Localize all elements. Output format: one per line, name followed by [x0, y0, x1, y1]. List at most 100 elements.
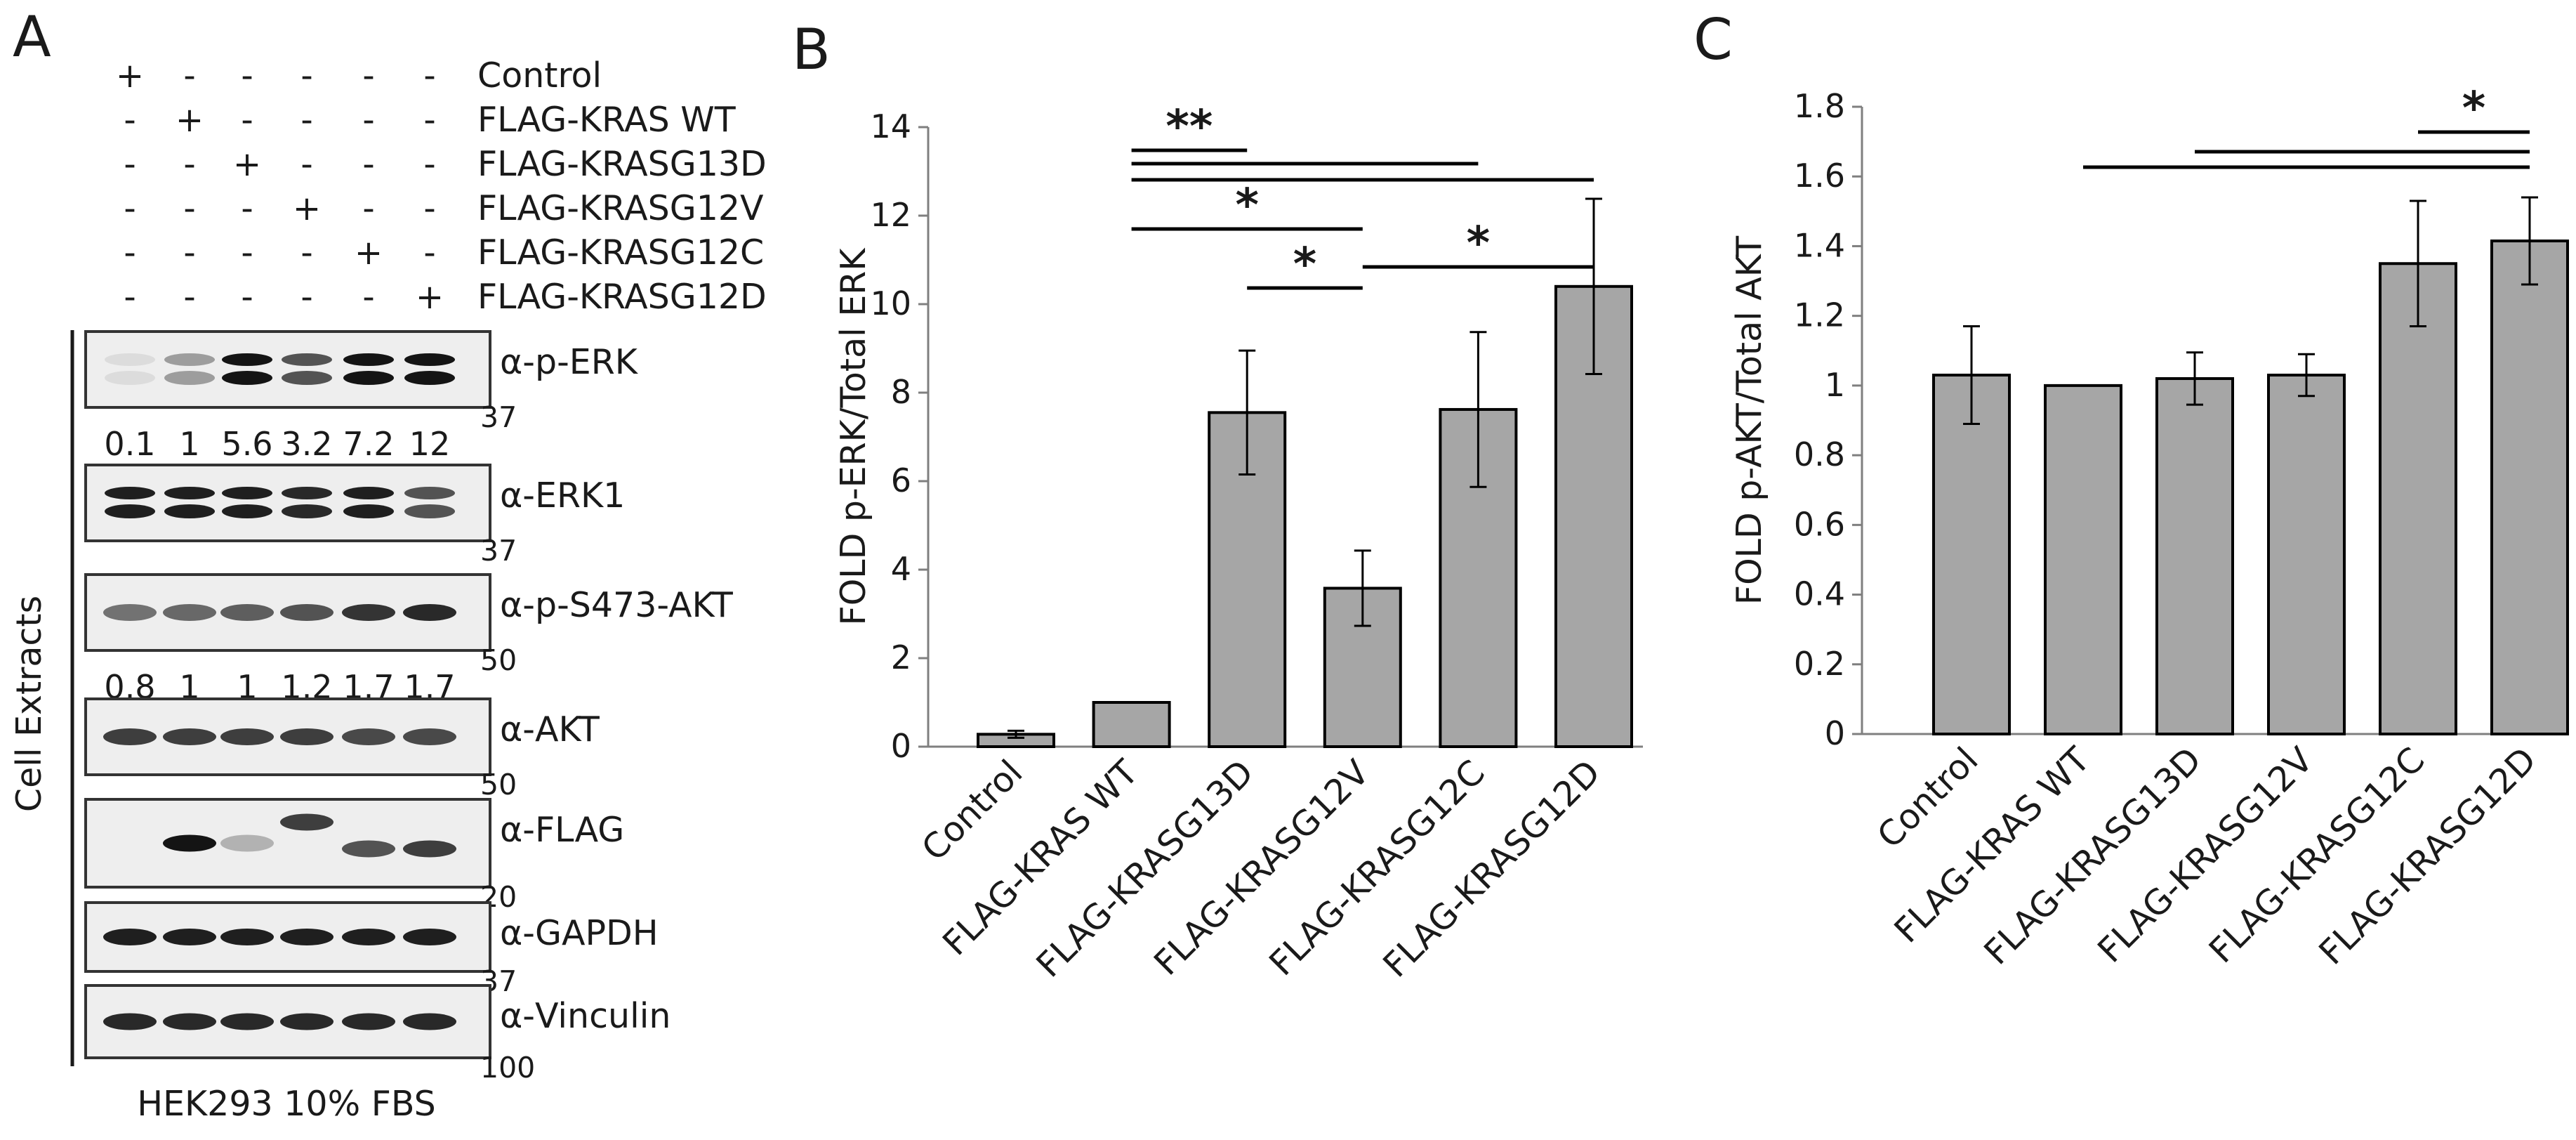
blot-band [343, 504, 394, 518]
blot-band [222, 353, 272, 366]
y-tick-label: 6 [891, 461, 911, 499]
minus-sign: - [183, 233, 195, 273]
blot-band [103, 728, 157, 745]
blot-band [163, 1013, 216, 1030]
bar [1092, 701, 1171, 748]
blot-band [103, 1013, 157, 1030]
blot-band [105, 487, 155, 499]
blot-band [342, 604, 395, 621]
antibody-label: α-GAPDH [500, 913, 659, 953]
blot-strip: α-ERK1 37 [84, 464, 625, 568]
x-tick-label: FLAG-KRAS WT [1887, 739, 2098, 950]
minus-sign: - [362, 189, 374, 228]
minus-sign: - [300, 233, 312, 273]
blot-band [164, 487, 215, 499]
blot-band [343, 487, 394, 499]
blot-band [280, 728, 333, 745]
y-axis-label: FOLD p-AKT/Total AKT [1729, 235, 1769, 605]
minus-sign: - [300, 145, 312, 184]
y-tick-label: 0.8 [1794, 435, 1845, 473]
blot-band [105, 504, 155, 518]
y-tick-label: 0 [1825, 714, 1845, 752]
blot-band [163, 604, 216, 621]
minus-sign: - [183, 56, 195, 96]
significance-marker: * [1467, 218, 1490, 270]
y-tick-label: 1.8 [1794, 87, 1845, 125]
blot-band [220, 929, 274, 945]
antibody-label: α-p-S473-AKT [500, 585, 734, 625]
panel-label-c: C [1693, 7, 1733, 72]
x-tick-label: FLAG-KRASG13D [1976, 740, 2209, 972]
y-tick-label: 0 [891, 727, 911, 765]
antibody-label: α-p-ERK [500, 342, 639, 382]
condition-label: FLAG-KRAS WT [477, 100, 737, 140]
cell-extracts-label: Cell Extracts [9, 596, 49, 812]
y-tick-label: 12 [870, 196, 911, 234]
blot-band [163, 728, 216, 745]
blot-band [403, 728, 456, 745]
y-tick-label: 0.2 [1794, 645, 1845, 683]
condition-label: FLAG-KRASG12C [477, 232, 764, 273]
minus-sign: - [362, 145, 374, 184]
minus-sign: - [124, 277, 136, 317]
minus-sign: - [423, 233, 435, 273]
y-tick-label: 1.2 [1794, 296, 1845, 334]
plus-sign: + [176, 100, 204, 140]
minus-sign: - [124, 145, 136, 184]
chart-c: 0 0.2 0.4 0.6 0.8 1 1.2 1.4 1.6 1.8 FOLD p-AKT/Tot… [1729, 83, 2569, 973]
minus-sign: - [241, 233, 253, 273]
x-tick-label: FLAG-KRASG12D [2311, 740, 2544, 972]
blot-band [343, 353, 394, 366]
blot-band [164, 353, 215, 366]
blot-band [105, 371, 155, 385]
blot-band [342, 728, 395, 745]
x-tick-label: FLAG-KRASG12C [2201, 740, 2432, 971]
blot-band [105, 353, 155, 366]
x-tick-label: FLAG-KRASG13D [1029, 752, 1261, 985]
blot-band [164, 371, 215, 385]
x-tick-label: FLAG-KRASG12V [1147, 752, 1378, 983]
minus-sign: - [300, 56, 312, 96]
minus-sign: - [362, 56, 374, 96]
blot-band [342, 840, 395, 858]
y-tick-label: 1.4 [1794, 226, 1845, 264]
minus-sign: - [423, 100, 435, 140]
blot-band [280, 604, 333, 621]
x-tick-label: FLAG-KRASG12D [1375, 752, 1608, 985]
quantification-value: 3.2 [281, 425, 332, 463]
minus-sign: - [423, 189, 435, 228]
western-blot-panel: + - - - - - Control- + - - - - FLAG-KRAS WT- - + - - - FLA… [9, 55, 767, 1124]
blot-band [280, 813, 333, 831]
blot-band [404, 487, 455, 499]
panel-label-a: A [13, 4, 51, 70]
blot-strip-frame [84, 330, 491, 409]
y-tick-label: 1.6 [1794, 157, 1845, 195]
minus-sign: - [183, 145, 195, 184]
condition-label: FLAG-KRASG12D [477, 277, 767, 317]
blot-strips: α-p-ERK 37 0.1 1 5.6 3.2 7.2 12 α-ERK1 37 α-p-S473… [84, 330, 734, 1085]
quantification-value: 1 [179, 425, 199, 463]
plus-sign: + [416, 277, 444, 317]
significance-marker: * [1293, 239, 1316, 291]
molecular-weight-label: 100 [480, 1051, 535, 1085]
bar [2490, 240, 2569, 735]
bar [1932, 374, 2011, 735]
blot-band [220, 728, 274, 745]
antibody-label: α-FLAG [500, 810, 624, 850]
significance-marker: * [1235, 180, 1258, 232]
blot-strip: α-Vinculin 100 [84, 984, 671, 1085]
blot-band [220, 834, 274, 852]
blot-band [222, 371, 272, 385]
y-tick-label: 14 [870, 107, 911, 145]
blot-band [163, 834, 216, 852]
panel-label-b: B [792, 17, 831, 82]
blot-band [282, 487, 332, 499]
molecular-weight-label: 50 [480, 768, 517, 801]
minus-sign: - [124, 233, 136, 273]
blot-band [280, 1013, 333, 1030]
x-tick-label: FLAG-KRASG12V [2090, 740, 2321, 971]
condition-label: FLAG-KRASG13D [477, 144, 767, 184]
